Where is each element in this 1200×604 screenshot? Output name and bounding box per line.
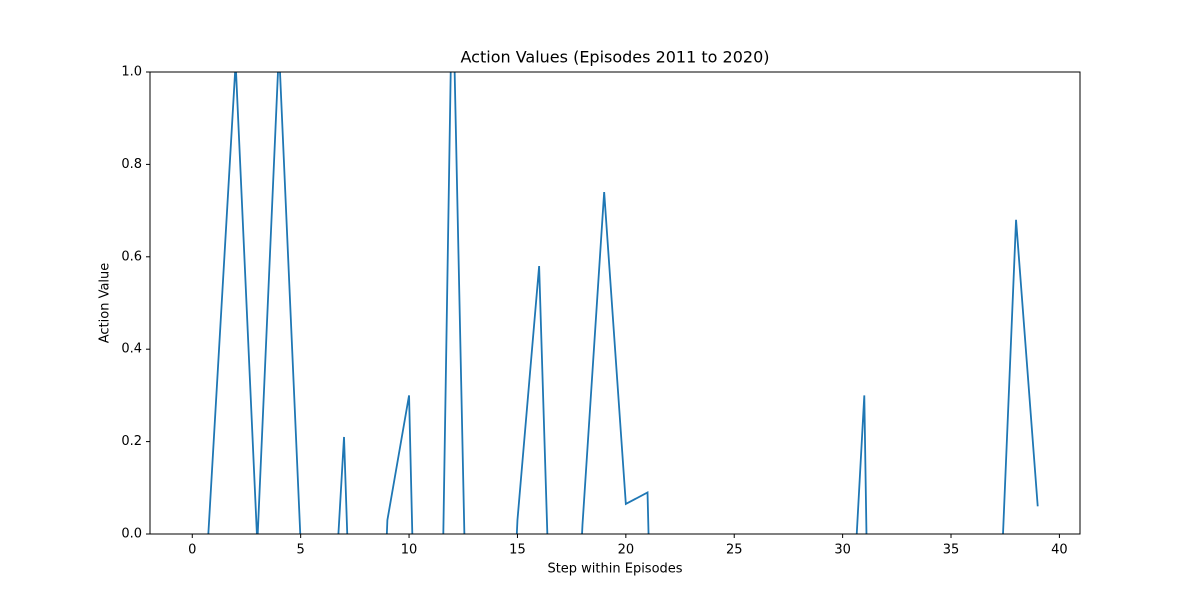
x-tick-label: 5 (297, 543, 305, 558)
y-tick-label: 0.0 (121, 527, 142, 542)
x-tick-label: 25 (726, 543, 743, 558)
data-line (207, 72, 1039, 534)
y-tick-label: 0.6 (121, 249, 142, 264)
y-tick-label: 0.8 (121, 157, 142, 172)
y-axis-label: Action Value (98, 263, 113, 344)
chart-title: Action Values (Episodes 2011 to 2020) (461, 48, 770, 67)
x-tick-label: 10 (401, 543, 418, 558)
x-axis-label: Step within Episodes (547, 562, 682, 577)
plot-frame (149, 71, 1081, 535)
x-tick-label: 40 (1051, 543, 1068, 558)
x-tick-label: 20 (618, 543, 635, 558)
x-tick-label: 35 (943, 543, 960, 558)
y-tick-label: 1.0 (121, 65, 142, 80)
x-tick-label: 30 (834, 543, 851, 558)
x-tick-label: 0 (188, 543, 196, 558)
x-tick-label: 15 (509, 543, 526, 558)
y-tick-label: 0.4 (121, 342, 142, 357)
y-tick-label: 0.2 (121, 434, 142, 449)
